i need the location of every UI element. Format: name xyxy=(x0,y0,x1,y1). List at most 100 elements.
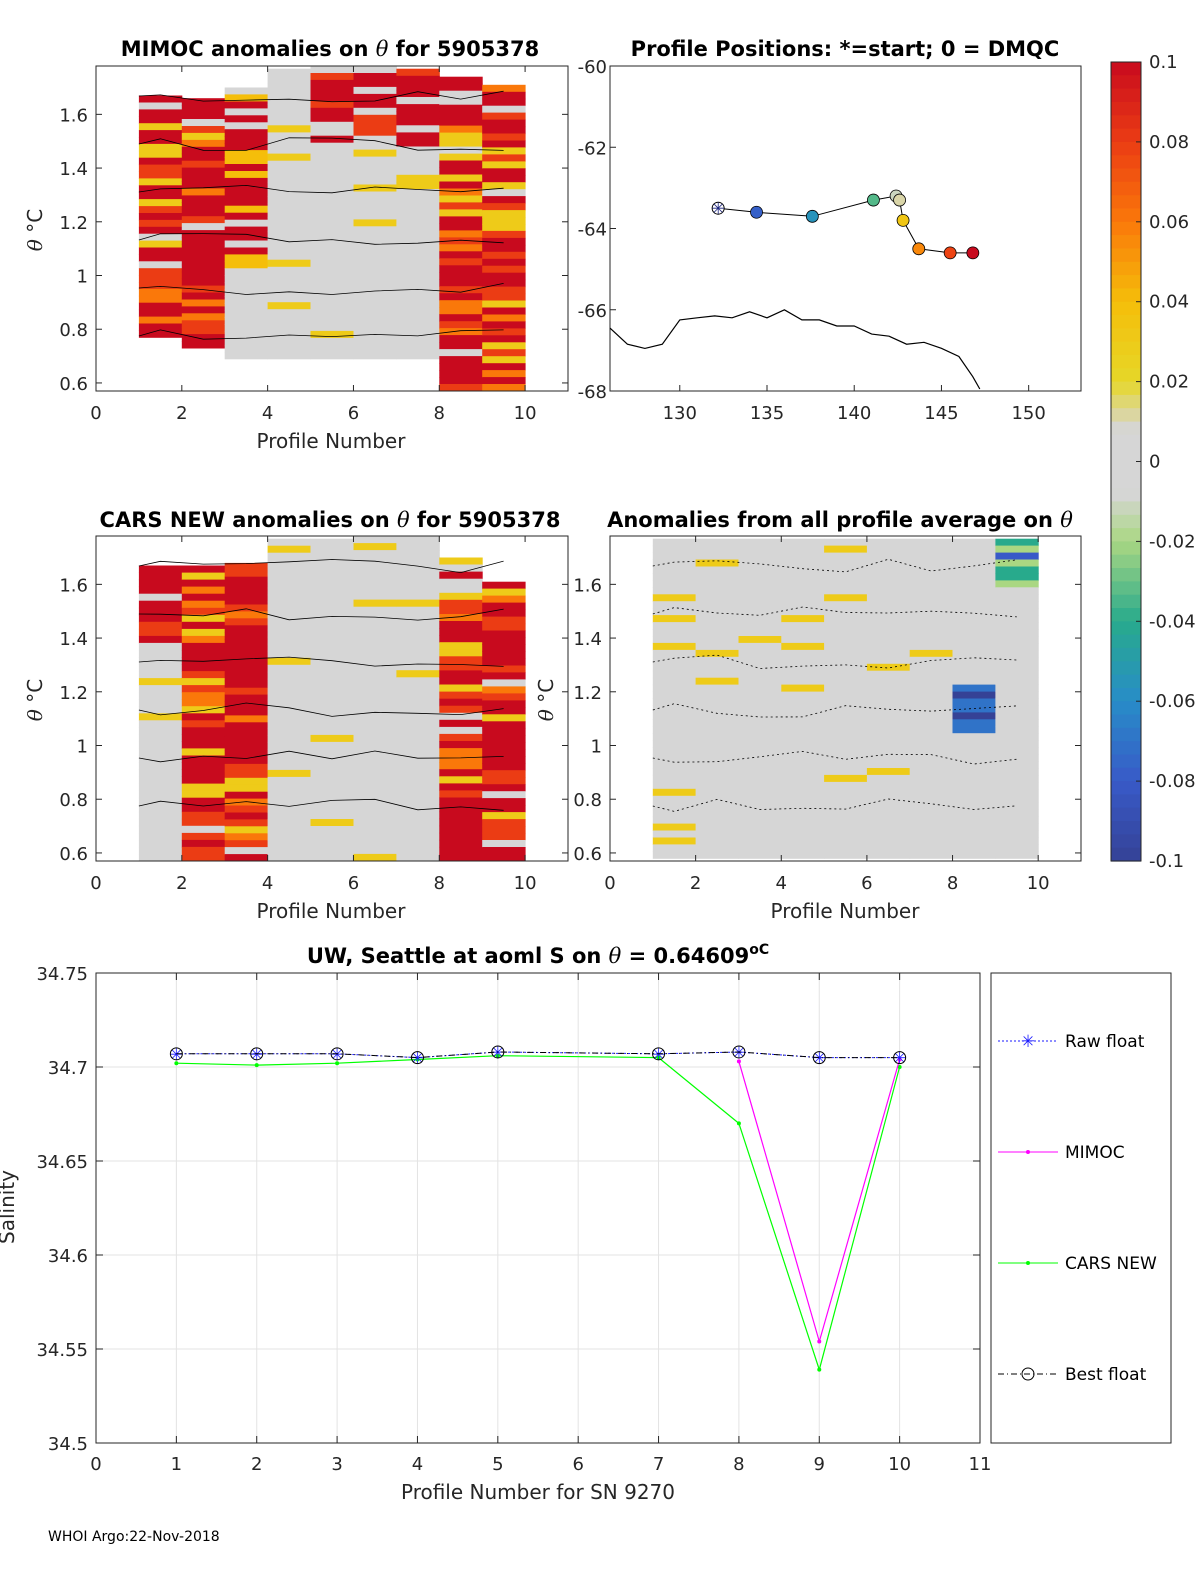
cars-cell xyxy=(224,757,269,765)
mimoc-cell xyxy=(224,101,269,109)
avg-cell xyxy=(695,844,739,852)
avg-cell xyxy=(652,809,697,818)
mimoc-cell xyxy=(310,198,354,206)
cars-cell xyxy=(439,663,483,671)
cars-cell xyxy=(224,597,269,605)
mimoc-cell xyxy=(482,244,526,253)
mimoc-cell xyxy=(439,125,483,134)
mimoc-cell xyxy=(353,205,397,213)
mimoc-xlabel: Profile Number xyxy=(257,429,407,453)
avg-cell xyxy=(738,615,782,623)
mimoc-cell xyxy=(482,84,526,93)
mimoc-cell xyxy=(138,164,183,172)
avg-cell xyxy=(738,622,782,630)
series-point-best-float xyxy=(410,1051,424,1065)
avg-cell xyxy=(909,594,953,602)
avg-cell xyxy=(652,719,697,727)
mimoc-cell xyxy=(267,139,311,147)
cars-cell xyxy=(353,783,397,791)
salinity-xtick-label: 4 xyxy=(412,1454,423,1475)
cars-cell xyxy=(181,678,226,686)
avg-cell xyxy=(866,677,911,686)
mimoc-cell xyxy=(353,233,397,241)
mimoc-cell xyxy=(482,286,526,295)
mimoc-cell xyxy=(181,105,226,113)
mimoc-cell xyxy=(353,149,397,158)
mimoc-cell xyxy=(439,300,483,308)
cars-cell xyxy=(353,776,397,784)
cars-cell xyxy=(482,728,526,736)
cars-cell xyxy=(224,562,269,571)
avg-cell xyxy=(695,580,739,588)
mimoc-cell xyxy=(224,254,269,262)
cars-cell xyxy=(396,691,440,699)
cars-cell xyxy=(396,670,440,678)
track-point xyxy=(912,242,926,256)
positions-frame xyxy=(609,65,1082,392)
avg-cell xyxy=(695,677,739,686)
avg-cell xyxy=(781,768,825,776)
mimoc-cell xyxy=(138,116,183,124)
cars-cell xyxy=(138,621,183,630)
avg-cell xyxy=(952,809,996,818)
series-point-mimoc xyxy=(897,1057,902,1062)
avg-cell xyxy=(695,545,739,553)
series-point-cars-new xyxy=(415,1057,420,1062)
mimoc-cell xyxy=(181,299,226,307)
colorbar-segment xyxy=(1111,767,1141,782)
cars-cell xyxy=(224,847,269,855)
mimoc-cell xyxy=(439,342,483,350)
mimoc-cell xyxy=(482,217,526,225)
colorbar-segment xyxy=(1111,514,1141,529)
avg-cell xyxy=(866,691,911,699)
avg-cell xyxy=(781,837,825,845)
avg-cell xyxy=(738,629,782,637)
cars-cell xyxy=(138,685,183,693)
mimoc-cell xyxy=(310,121,354,130)
avg-cell xyxy=(781,761,825,769)
cars-cell xyxy=(439,571,483,580)
mimoc-cell xyxy=(138,233,183,242)
avg-cell xyxy=(652,663,697,672)
mimoc-cell xyxy=(439,286,483,294)
avg-cell xyxy=(824,768,868,776)
avg-cell xyxy=(952,830,996,838)
mimoc-cell xyxy=(224,191,269,200)
cars-cell xyxy=(439,839,483,848)
cars-cell xyxy=(138,572,183,581)
colorbar-segment xyxy=(1111,75,1141,90)
avg-cell xyxy=(695,781,739,790)
mimoc-xtick-label: 10 xyxy=(514,403,537,424)
mimoc-cell xyxy=(138,247,183,255)
avg-cell xyxy=(995,823,1039,831)
mimoc-cell xyxy=(482,196,526,204)
cars-cell xyxy=(396,656,440,664)
colorbar-segment xyxy=(1111,168,1141,183)
salinity-xtick-label: 10 xyxy=(888,1454,911,1475)
cars-cell xyxy=(310,566,354,575)
mimoc-cell xyxy=(224,205,269,214)
mimoc-cell xyxy=(181,188,226,196)
avg-cell xyxy=(652,629,697,637)
mimoc-cell xyxy=(396,132,440,140)
cars-cell xyxy=(482,616,526,625)
cars-cell xyxy=(482,833,526,841)
avg-cell xyxy=(738,677,782,686)
avg-cell xyxy=(695,816,739,824)
cars-cell xyxy=(396,627,440,636)
mimoc-cell xyxy=(224,310,269,318)
avg-cell xyxy=(909,629,953,637)
mimoc-cell xyxy=(439,209,483,217)
avg-cell xyxy=(909,649,953,658)
cars-cell xyxy=(267,601,311,610)
cars-cell xyxy=(181,607,226,616)
mimoc-cell xyxy=(310,184,354,192)
mimoc-cell xyxy=(482,154,526,162)
colorbar-segment xyxy=(1111,821,1141,835)
avg-cell xyxy=(781,663,825,672)
avg-cell xyxy=(909,608,953,616)
colorbar-segment xyxy=(1111,155,1141,170)
cars-cell xyxy=(181,804,226,813)
salinity-ytick-label: 34.7 xyxy=(48,1058,88,1079)
colorbar-segment xyxy=(1111,341,1141,356)
